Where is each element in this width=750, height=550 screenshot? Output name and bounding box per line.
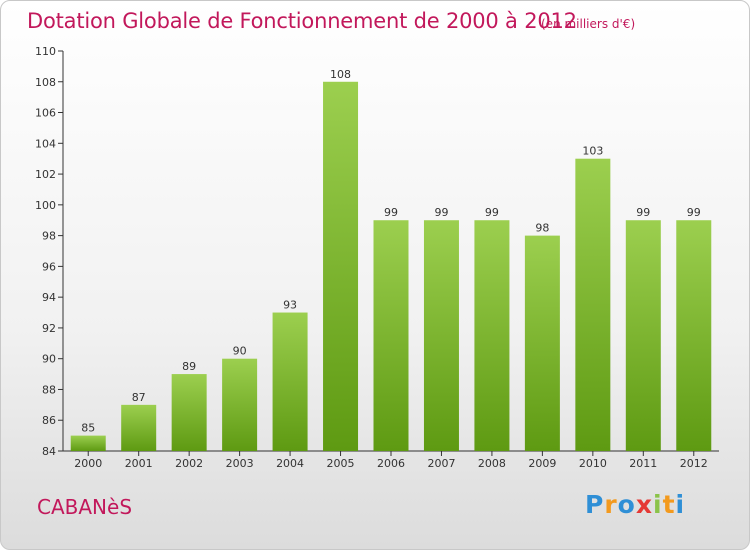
y-tick-label: 106 <box>35 107 56 120</box>
x-tick-label-2000: 2000 <box>74 457 102 470</box>
data-label-2009: 98 <box>535 222 549 235</box>
data-label-2007: 99 <box>434 206 448 219</box>
bar-2005 <box>323 81 359 452</box>
data-label-2006: 99 <box>384 206 398 219</box>
data-label-2003: 90 <box>233 345 247 358</box>
y-tick-label: 94 <box>42 291 56 304</box>
commune-name: CABANèS <box>37 495 133 519</box>
bar-2006 <box>373 220 409 451</box>
bar-2010 <box>575 158 611 451</box>
x-tick-label-2007: 2007 <box>427 457 455 470</box>
y-tick-label: 88 <box>42 383 56 396</box>
bar-2003 <box>222 358 258 451</box>
data-label-2004: 93 <box>283 299 297 312</box>
data-label-2012: 99 <box>687 206 701 219</box>
x-tick-label-2006: 2006 <box>377 457 405 470</box>
bar-2008 <box>474 220 510 451</box>
y-tick-label: 102 <box>35 168 56 181</box>
y-tick-label: 92 <box>42 322 56 335</box>
y-tick-label: 84 <box>42 445 56 458</box>
x-tick-label-2003: 2003 <box>226 457 254 470</box>
proxiti-logo[interactable]: Proxiti <box>585 490 686 519</box>
y-tick-label: 108 <box>35 76 56 89</box>
x-tick-label-2002: 2002 <box>175 457 203 470</box>
bar-2009 <box>524 235 560 451</box>
data-label-2010: 103 <box>582 145 603 158</box>
data-label-2001: 87 <box>132 391 146 404</box>
y-tick-label: 98 <box>42 230 56 243</box>
bar-2001 <box>121 404 157 451</box>
x-tick-label-2009: 2009 <box>528 457 556 470</box>
bar-2012 <box>676 220 712 451</box>
data-label-2000: 85 <box>81 422 95 435</box>
x-tick-label-2011: 2011 <box>629 457 657 470</box>
data-label-2005: 108 <box>330 68 351 81</box>
bar-2002 <box>171 374 207 451</box>
x-tick-label-2010: 2010 <box>579 457 607 470</box>
y-tick-label: 110 <box>35 45 56 58</box>
x-tick-label-2004: 2004 <box>276 457 304 470</box>
bar-2011 <box>625 220 661 451</box>
bar-2000 <box>70 435 106 451</box>
x-tick-label-2008: 2008 <box>478 457 506 470</box>
data-label-2008: 99 <box>485 206 499 219</box>
y-tick-label: 100 <box>35 199 56 212</box>
x-tick-label-2005: 2005 <box>327 457 355 470</box>
bar-2007 <box>423 220 459 451</box>
data-label-2011: 99 <box>636 206 650 219</box>
y-tick-label: 90 <box>42 353 56 366</box>
chart-subtitle: (en milliers d'€) <box>541 17 636 31</box>
bar-2004 <box>272 312 308 451</box>
chart-title: Dotation Globale de Fonctionnement de 20… <box>27 9 577 33</box>
data-label-2002: 89 <box>182 360 196 373</box>
y-tick-label: 96 <box>42 260 56 273</box>
y-tick-label: 86 <box>42 414 56 427</box>
x-tick-label-2001: 2001 <box>125 457 153 470</box>
y-tick-label: 104 <box>35 137 56 150</box>
x-tick-label-2012: 2012 <box>680 457 708 470</box>
